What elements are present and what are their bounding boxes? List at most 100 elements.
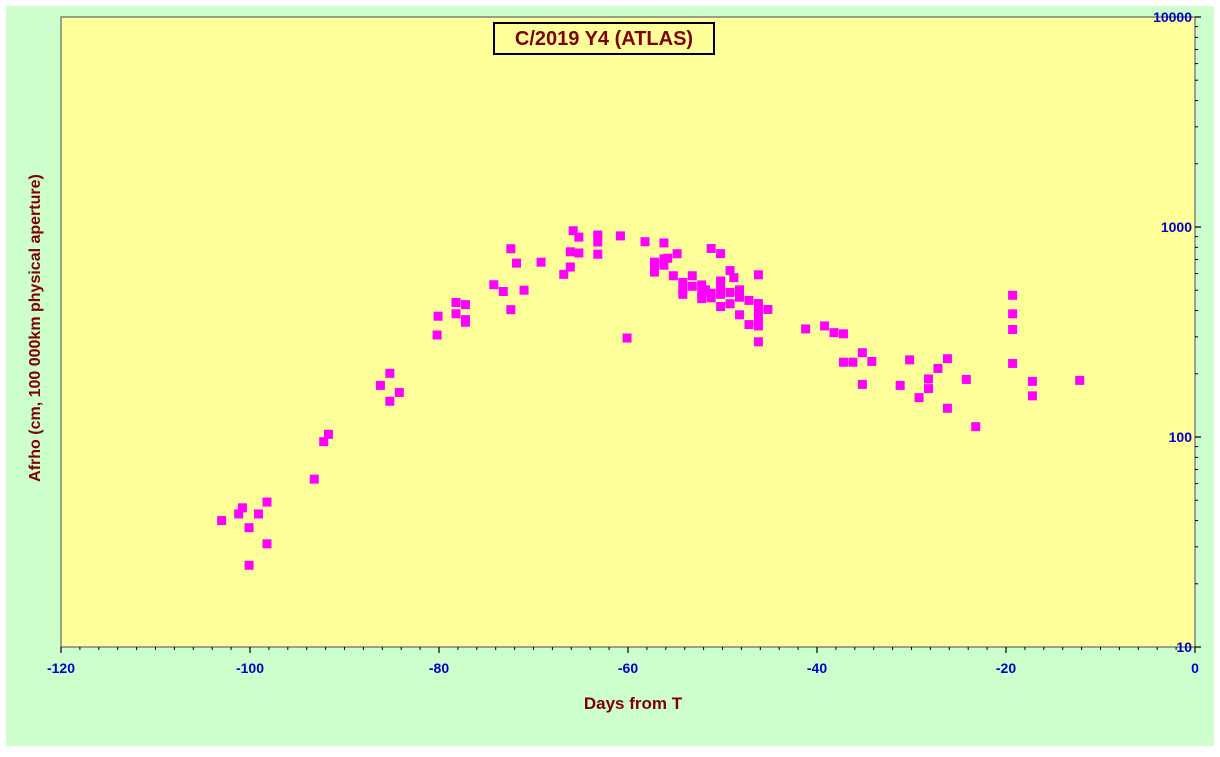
- data-point: [672, 249, 682, 259]
- data-point: [725, 299, 735, 309]
- data-point: [725, 287, 735, 297]
- data-point: [687, 271, 697, 281]
- data-point: [753, 299, 763, 309]
- data-point: [838, 357, 848, 367]
- data-point: [716, 302, 726, 312]
- data-point: [565, 247, 575, 257]
- data-point: [801, 324, 811, 334]
- data-point: [659, 238, 669, 248]
- data-point: [323, 429, 333, 439]
- data-point: [961, 374, 971, 384]
- chart-title: C/2019 Y4 (ATLAS): [515, 28, 693, 50]
- y-tick-label: 100: [1169, 429, 1193, 445]
- data-point: [237, 503, 247, 513]
- data-point: [744, 295, 754, 305]
- data-point: [536, 257, 546, 267]
- data-point: [971, 422, 981, 432]
- data-point: [753, 304, 763, 314]
- axes: -120 -100 -80 -60 -40 -20 0 10 100 1000 10000: [47, 9, 1201, 676]
- data-point: [1027, 376, 1037, 386]
- y-axis-label: Afrho (cm, 100 000km physical aperture): [27, 174, 44, 482]
- data-point: [867, 356, 877, 366]
- x-tick-label: -80: [429, 660, 449, 676]
- data-point: [593, 230, 603, 240]
- data-point: [506, 244, 516, 254]
- data-point: [700, 285, 710, 295]
- data-point: [568, 226, 578, 236]
- data-point: [451, 309, 461, 319]
- data-point: [262, 497, 272, 507]
- data-point: [716, 249, 726, 259]
- data-point: [432, 330, 442, 340]
- data-point: [687, 281, 697, 291]
- x-tick-label: -40: [807, 660, 827, 676]
- data-point: [933, 363, 943, 373]
- data-point: [716, 276, 726, 286]
- data-point: [706, 288, 716, 298]
- data-point: [217, 516, 227, 526]
- y-tick-label: 10: [1176, 639, 1192, 655]
- data-point: [706, 243, 716, 253]
- data-point: [942, 403, 952, 413]
- data-point: [309, 474, 319, 484]
- data-point: [244, 560, 254, 570]
- data-point: [489, 280, 499, 290]
- data-point: [735, 292, 745, 302]
- data-point: [678, 284, 688, 294]
- x-axis-label: Days from T: [584, 694, 683, 713]
- data-point: [924, 374, 934, 384]
- data-point: [697, 294, 707, 304]
- data-point: [753, 310, 763, 320]
- x-tick-label: -60: [618, 660, 638, 676]
- data-point: [375, 380, 385, 390]
- data-point: [729, 273, 739, 283]
- data-point: [460, 300, 470, 310]
- data-point: [857, 379, 867, 389]
- data-point: [565, 262, 575, 272]
- data-point: [615, 231, 625, 241]
- data-point: [559, 269, 569, 279]
- x-tick-label: 0: [1191, 660, 1199, 676]
- data-point: [857, 348, 867, 358]
- data-point: [593, 249, 603, 259]
- data-point: [716, 281, 726, 291]
- data-point: [649, 267, 659, 277]
- data-point: [735, 285, 745, 295]
- data-point: [725, 266, 735, 276]
- data-point: [663, 253, 673, 263]
- data-point: [1008, 358, 1018, 368]
- data-point: [574, 248, 584, 258]
- data-point: [254, 509, 264, 519]
- data-point: [744, 320, 754, 330]
- data-point: [385, 396, 395, 406]
- data-point: [451, 297, 461, 307]
- data-point: [385, 368, 395, 378]
- data-point: [678, 277, 688, 287]
- data-point: [1008, 309, 1018, 319]
- data-point: [433, 311, 443, 321]
- data-markers: [217, 226, 1085, 570]
- data-point: [820, 321, 830, 331]
- data-point: [649, 257, 659, 267]
- data-point: [753, 321, 763, 331]
- data-point: [319, 437, 329, 447]
- data-point: [234, 509, 244, 519]
- title-box: C/2019 Y4 (ATLAS): [493, 22, 715, 55]
- x-tick-label: -20: [996, 660, 1016, 676]
- data-point: [914, 393, 924, 403]
- data-point: [753, 270, 763, 280]
- data-point: [735, 310, 745, 320]
- data-point: [622, 333, 632, 343]
- plot-area: [60, 16, 1196, 648]
- data-point: [519, 285, 529, 295]
- data-point: [1075, 375, 1085, 385]
- data-point: [394, 387, 404, 397]
- data-point: [829, 328, 839, 338]
- x-tick-label: -120: [47, 660, 75, 676]
- data-point: [895, 380, 905, 390]
- y-tick-label: 10000: [1153, 9, 1192, 25]
- data-point: [498, 287, 508, 297]
- data-point: [1027, 391, 1037, 401]
- data-point: [574, 232, 584, 242]
